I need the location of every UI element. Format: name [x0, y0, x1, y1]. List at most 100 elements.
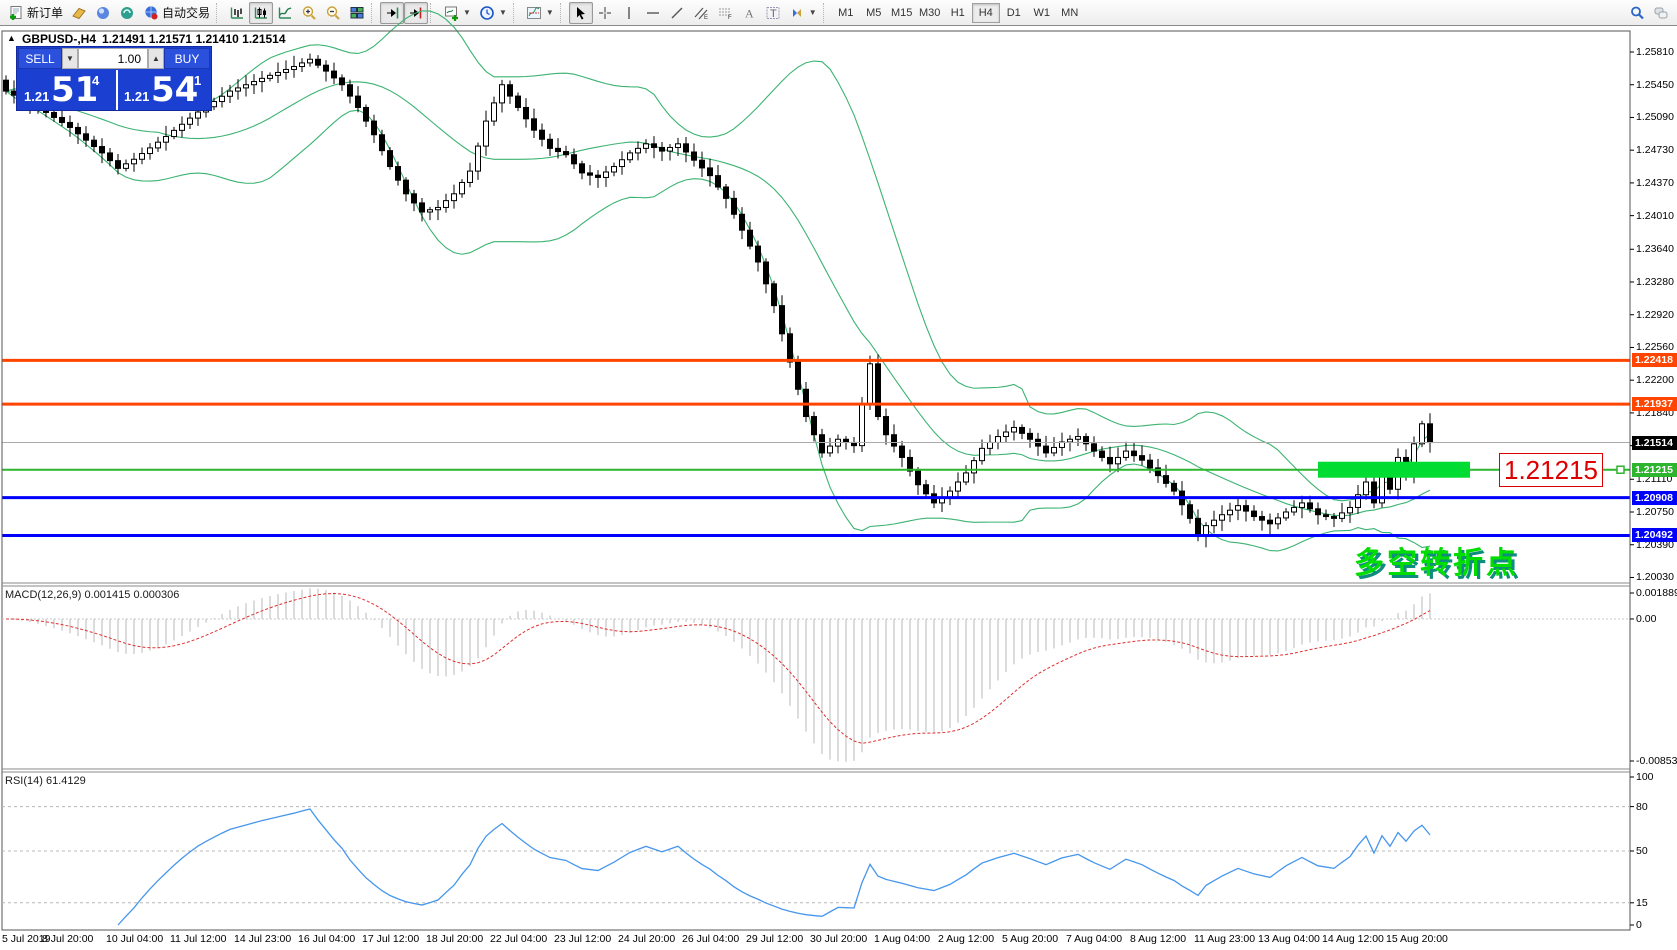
chat-button[interactable]: [1649, 2, 1673, 24]
data-window-button[interactable]: [91, 2, 115, 24]
hline-price-chip: 1.20492: [1632, 528, 1677, 543]
date-tick-label: 22 Jul 04:00: [490, 933, 548, 945]
timeframe-button-m1[interactable]: M1: [838, 6, 854, 19]
tile-windows-button[interactable]: [345, 2, 369, 24]
price-tick-label: 1.25090: [1636, 111, 1674, 124]
autotrading-label: 自动交易: [162, 6, 211, 20]
toolbar-separator: [822, 2, 830, 23]
crosshair-tool-button[interactable]: [593, 2, 617, 24]
sell-price-big: 51: [51, 70, 99, 110]
volume-decrease-button[interactable]: ▼: [62, 48, 78, 69]
autotrading-button[interactable]: 自动交易: [139, 2, 214, 24]
timeframe-button-m5[interactable]: M5: [866, 6, 882, 19]
chart-line-button[interactable]: [273, 2, 297, 24]
hline-price-chip: 1.22418: [1632, 353, 1677, 368]
turning-point-annotation[interactable]: 多空转折点: [1354, 547, 1519, 580]
rsi-tick-label: 0: [1636, 919, 1642, 931]
trendline-tool-button[interactable]: [665, 2, 689, 24]
new-order-button[interactable]: 新订单: [4, 2, 67, 24]
chart-bars-button[interactable]: [225, 2, 249, 24]
dropdown-caret: ▼: [808, 8, 817, 17]
date-tick-label: 14 Jul 23:00: [234, 933, 292, 945]
hline-price-chip: 1.20908: [1632, 490, 1677, 505]
zoom-out-button[interactable]: [321, 2, 345, 24]
macd-main-value: 0.001415: [84, 589, 131, 601]
date-tick-label: 29 Jul 12:00: [746, 933, 804, 945]
rsi-value: 61.4129: [45, 775, 86, 787]
timeframe-button-m30[interactable]: M30: [919, 6, 941, 19]
buy-button[interactable]: BUY: [164, 48, 210, 69]
toolbar-separator: [430, 2, 437, 23]
indicators-icon: [526, 6, 541, 19]
timeframe-button-h1[interactable]: H1: [950, 6, 965, 19]
price-callout-box[interactable]: 1.21215: [1499, 453, 1603, 487]
date-tick-label: 5 Jul 2019: [2, 933, 51, 945]
new-chart-button[interactable]: ▼: [439, 2, 475, 24]
search-button[interactable]: [1625, 2, 1649, 24]
date-tick-label: 16 Jul 04:00: [298, 933, 356, 945]
channel-tool-button[interactable]: E: [689, 2, 713, 24]
hline-price-chip: 1.21215: [1632, 462, 1677, 477]
vertical-line-tool-button[interactable]: [617, 2, 641, 24]
periods-button[interactable]: ▼: [475, 2, 511, 24]
chart-candles-button[interactable]: [249, 1, 274, 24]
price-tick-label: 1.23280: [1636, 276, 1674, 288]
sell-button[interactable]: SELL: [18, 48, 62, 69]
arrows-tool-button[interactable]: ▼: [785, 2, 821, 24]
auto-scroll-button[interactable]: [380, 1, 405, 24]
price-tick-label: 1.25810: [1636, 46, 1674, 58]
toolbar-separator: [371, 2, 378, 23]
svg-text:A: A: [745, 6, 754, 20]
text-tool-button[interactable]: A: [737, 2, 761, 24]
sell-price-pip: 4: [92, 73, 100, 88]
panel-collapse-icon[interactable]: ▲: [7, 33, 16, 43]
current-price-chip: 1.21514: [1632, 435, 1677, 450]
market-watch-button[interactable]: [67, 2, 91, 24]
timeframe-button-w1[interactable]: W1: [1033, 6, 1050, 19]
new-order-icon: [10, 5, 22, 20]
macd-signal-value: 0.000306: [133, 589, 180, 601]
volume-increase-button[interactable]: ▲: [148, 48, 164, 69]
data-window-icon: [97, 6, 110, 19]
toolbar-separator: [216, 2, 223, 23]
date-tick-label: 23 Jul 12:00: [554, 933, 612, 945]
symbol-period: GBPUSD-,H4: [22, 32, 97, 46]
dropdown-caret: ▼: [463, 8, 471, 17]
timeframe-button-d1[interactable]: D1: [1006, 6, 1021, 19]
chat-icon: [1654, 7, 1668, 18]
market-watch-icon: [72, 7, 86, 19]
svg-text:T: T: [770, 8, 777, 20]
fibonacci-tool-button[interactable]: F: [713, 2, 737, 24]
timeframe-button-mn[interactable]: MN: [1061, 6, 1079, 19]
main-toolbar: 新订单 自动交易: [0, 0, 1677, 26]
arrows-icon: [792, 8, 801, 17]
indicators-button[interactable]: ▼: [522, 2, 558, 24]
price-tick-label: 1.24370: [1636, 176, 1674, 189]
macd-tick-label: 0.00: [1636, 612, 1657, 625]
timeframe-button-h4[interactable]: H4: [971, 2, 1000, 23]
tile-windows-icon: [350, 6, 364, 18]
timeframe-group: M1 M5 M15 M30 H1 H4 D1 W1 MN: [832, 2, 1084, 23]
rsi-tick-label: 100: [1636, 771, 1654, 783]
new-chart-icon: [445, 6, 459, 21]
sell-price-area[interactable]: 1.21 51 4: [18, 70, 114, 110]
strategy-tester-button[interactable]: [115, 2, 139, 24]
date-tick-label: 18 Jul 20:00: [426, 933, 484, 945]
volume-input[interactable]: 1.00: [78, 48, 148, 69]
horizontal-line-tool-button[interactable]: [641, 2, 665, 24]
buy-price-area[interactable]: 1.21 54 1: [116, 70, 212, 110]
date-tick-label: 11 Jul 12:00: [170, 933, 227, 945]
one-click-trade-panel: SELL ▼ 1.00 ▲ BUY 1.21 51 4 1.21 54 1: [16, 46, 212, 111]
rsi-tick-label: 15: [1636, 896, 1648, 909]
autotrading-icon: [145, 5, 158, 19]
date-tick-label: 1 Aug 04:00: [874, 933, 931, 945]
horizontal-line-icon: [646, 11, 659, 14]
rsi-tick-label: 50: [1636, 845, 1648, 857]
clock-icon: [480, 5, 494, 20]
timeframe-button-m15[interactable]: M15: [891, 6, 913, 19]
cursor-tool-button[interactable]: [568, 1, 593, 24]
zoom-in-button[interactable]: [297, 2, 321, 24]
label-tool-button[interactable]: T: [761, 2, 785, 24]
